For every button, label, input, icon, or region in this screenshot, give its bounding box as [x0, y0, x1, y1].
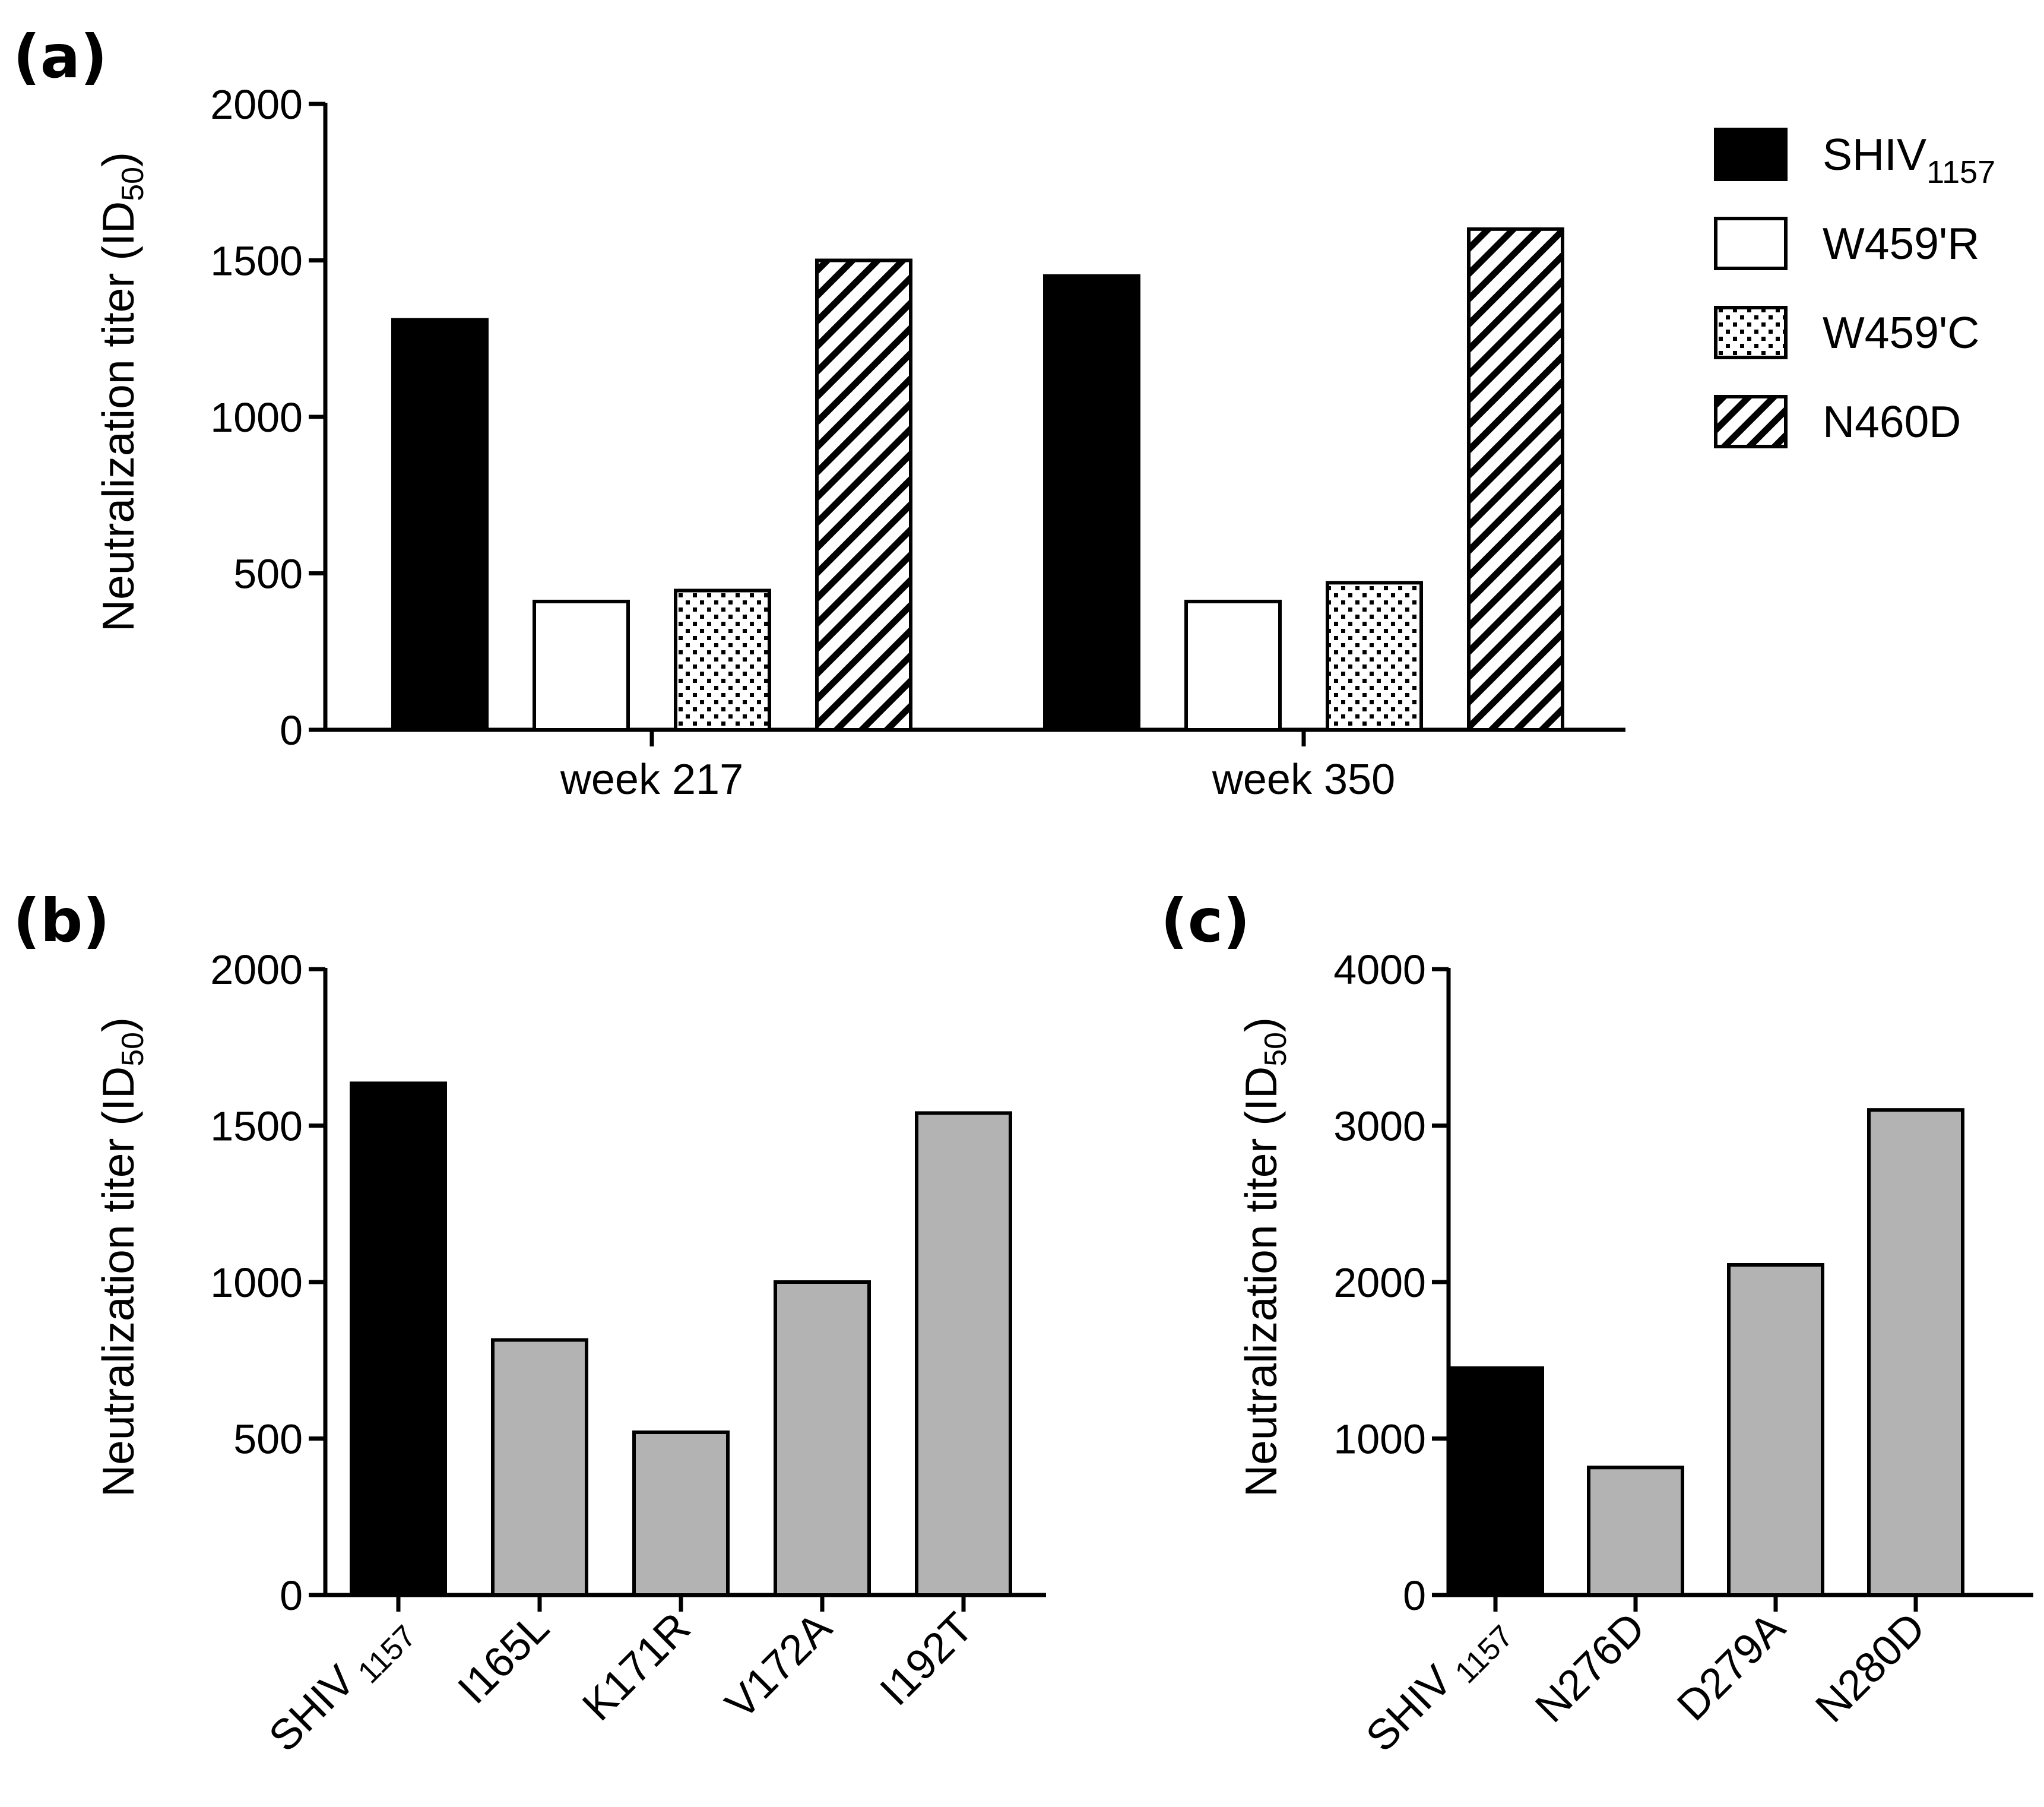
panel-c-label: (c) [1161, 886, 1250, 955]
x-tick-label-text: SHIV [1357, 1657, 1461, 1761]
x-tick-label-text: V172A [717, 1604, 841, 1728]
x-tick-label-text: D279A [1668, 1604, 1794, 1730]
bar [1867, 1108, 1964, 1597]
ylabel-sub: 50 [1259, 1032, 1293, 1067]
y-tick-label: 1500 [210, 238, 303, 284]
panel-a: (a) Neutralization titer (ID50) 0 500 1000… [13, 22, 1995, 803]
bar [1587, 1466, 1684, 1597]
x-tick-label-sub: 1157 [351, 1619, 423, 1690]
panel-c: (c) Neutralization titer (ID50) 0 1000 200… [1161, 886, 2033, 1767]
y-tick-label: 2000 [1333, 1259, 1426, 1306]
x-tick-label-text: I192T [872, 1604, 983, 1715]
y-tick-label: 500 [233, 551, 303, 597]
ylabel-end: ) [1236, 1017, 1286, 1032]
x-tick-label: I192T [872, 1604, 983, 1715]
bar [1326, 581, 1423, 732]
bar [491, 1338, 588, 1597]
x-tick-label-sub: 1157 [1449, 1619, 1520, 1690]
x-tick-label: week 217 [560, 756, 743, 803]
panel-c-ylabel: Neutralization titer (ID50) [1236, 1017, 1293, 1497]
y-tick-label: 1000 [1333, 1416, 1426, 1463]
ylabel-main: Neutralization titer (ID [93, 1067, 143, 1497]
bar [815, 258, 912, 732]
panel-c-plot: 0 1000 2000 3000 4000 SHIV1157 N276D D279A N280D [1333, 947, 2033, 1767]
ylabel-end: ) [93, 152, 143, 167]
bar [1043, 274, 1140, 732]
y-tick-label: 1000 [210, 394, 303, 441]
legend-swatch [1714, 306, 1788, 359]
legend-swatch [1714, 217, 1788, 270]
x-tick-label-text: N276D [1526, 1604, 1654, 1732]
x-tick-label: SHIV1157 [260, 1604, 423, 1767]
ylabel-main: Neutralization titer (ID [93, 201, 143, 632]
bar [632, 1430, 730, 1597]
ylabel-sub: 50 [116, 167, 150, 201]
legend-label: W459'C [1823, 308, 1979, 357]
y-tick-label: 1000 [210, 1259, 303, 1306]
y-tick-label: 0 [280, 1572, 303, 1619]
y-tick-label: 4000 [1333, 947, 1426, 993]
panel-a-plot: 0 500 1000 1500 2000 week 217 week 350 [210, 81, 1625, 803]
x-tick-label: N276D [1526, 1604, 1654, 1732]
bar [350, 1081, 447, 1597]
bar [1467, 227, 1564, 732]
legend-label: SHIV1157 [1823, 129, 1995, 190]
bar [391, 318, 489, 732]
y-tick-label: 3000 [1333, 1103, 1426, 1150]
panel-b-label: (b) [13, 886, 110, 955]
y-tick-label: 500 [233, 1416, 303, 1463]
bar [1447, 1366, 1544, 1597]
panel-b-ylabel: Neutralization titer (ID50) [93, 1017, 150, 1497]
x-tick-label: N280D [1807, 1604, 1934, 1732]
legend-label-text: W459'R [1823, 219, 1979, 268]
bar [533, 599, 630, 732]
svg-text:Neutralization titer (ID50): Neutralization titer (ID50) [93, 152, 150, 632]
ylabel-sub: 50 [116, 1032, 150, 1067]
panel-a-label: (a) [13, 22, 107, 91]
y-tick-label: 0 [280, 707, 303, 754]
legend-swatch [1714, 128, 1788, 181]
y-tick-label: 1500 [210, 1103, 303, 1150]
x-tick-label: SHIV1157 [1357, 1604, 1520, 1767]
x-tick-label-text: SHIV [260, 1657, 364, 1761]
x-tick-label-text: N280D [1807, 1604, 1934, 1732]
legend-label: N460D [1823, 397, 1961, 447]
panel-a-ylabel: Neutralization titer (ID50) [93, 152, 150, 632]
y-tick-label: 2000 [210, 947, 303, 993]
legend-label: W459'R [1823, 219, 1979, 268]
x-tick-label-text: I165L [449, 1604, 558, 1713]
svg-text:Neutralization titer (ID50): Neutralization titer (ID50) [1236, 1017, 1293, 1497]
bar [1184, 599, 1282, 732]
x-tick-label: week 350 [1212, 756, 1395, 803]
ylabel-main: Neutralization titer (ID [1236, 1067, 1286, 1497]
y-tick-label: 2000 [210, 81, 303, 128]
legend-label-text: SHIV [1823, 129, 1926, 179]
x-tick-label: D279A [1668, 1604, 1794, 1730]
x-tick-label: K171R [573, 1604, 699, 1730]
y-tick-label: 0 [1403, 1572, 1426, 1619]
x-tick-label-text: K171R [573, 1604, 699, 1730]
panel-a-legend: SHIV1157 W459'R W459'C N460D [1714, 128, 1995, 448]
legend-label-text: W459'C [1823, 308, 1979, 357]
bar [1727, 1263, 1824, 1597]
bar [774, 1280, 871, 1597]
legend-label-text: N460D [1823, 397, 1961, 447]
ylabel-end: ) [93, 1017, 143, 1032]
x-tick-label: I165L [449, 1604, 558, 1713]
legend-swatch [1714, 395, 1788, 448]
bar [915, 1111, 1012, 1597]
bar [674, 588, 771, 732]
panel-b: (b) Neutralization titer (ID50) 0 500 1000… [13, 886, 1046, 1767]
svg-text:Neutralization titer (ID50): Neutralization titer (ID50) [93, 1017, 150, 1497]
x-tick-label: V172A [717, 1604, 841, 1728]
legend-label-sub: 1157 [1926, 154, 1995, 190]
